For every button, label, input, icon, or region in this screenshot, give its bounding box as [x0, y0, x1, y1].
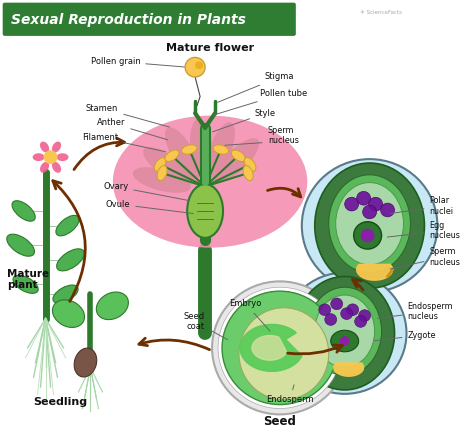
- Circle shape: [212, 281, 347, 414]
- Ellipse shape: [143, 147, 194, 185]
- Ellipse shape: [315, 295, 374, 367]
- Ellipse shape: [96, 292, 128, 320]
- Ellipse shape: [74, 348, 97, 377]
- Circle shape: [359, 310, 371, 321]
- Ellipse shape: [329, 175, 410, 273]
- Text: Ovary: Ovary: [103, 182, 190, 201]
- Text: Seed: Seed: [264, 415, 296, 428]
- Circle shape: [185, 57, 205, 77]
- Ellipse shape: [53, 285, 78, 303]
- Ellipse shape: [190, 118, 212, 177]
- Text: Pollen grain: Pollen grain: [91, 57, 184, 67]
- Circle shape: [44, 150, 57, 164]
- Ellipse shape: [7, 234, 35, 256]
- Circle shape: [331, 298, 343, 310]
- Ellipse shape: [53, 300, 84, 327]
- Text: Seedling: Seedling: [34, 397, 88, 407]
- Circle shape: [363, 205, 376, 219]
- Text: Pollen tube: Pollen tube: [213, 89, 307, 115]
- Ellipse shape: [213, 145, 228, 154]
- Circle shape: [369, 197, 383, 211]
- Ellipse shape: [157, 166, 167, 181]
- Text: Style: Style: [213, 109, 276, 132]
- Text: Anther: Anther: [97, 119, 167, 140]
- Polygon shape: [240, 324, 302, 372]
- Text: Embryo: Embryo: [229, 299, 270, 331]
- Ellipse shape: [244, 158, 256, 171]
- Text: Mature
plant: Mature plant: [7, 269, 49, 290]
- Ellipse shape: [295, 276, 394, 390]
- Text: Filament: Filament: [82, 133, 165, 152]
- Text: Sperm
nucleus: Sperm nucleus: [268, 126, 299, 146]
- Ellipse shape: [154, 158, 166, 171]
- Ellipse shape: [56, 215, 79, 236]
- Ellipse shape: [231, 150, 246, 161]
- Polygon shape: [356, 265, 392, 280]
- Text: Stamen: Stamen: [86, 104, 170, 127]
- Text: Mature flower: Mature flower: [166, 43, 254, 53]
- Ellipse shape: [113, 116, 307, 248]
- Ellipse shape: [133, 167, 191, 193]
- Circle shape: [381, 203, 394, 217]
- Ellipse shape: [239, 308, 329, 400]
- Ellipse shape: [52, 162, 61, 173]
- Polygon shape: [334, 363, 364, 376]
- Circle shape: [354, 222, 382, 249]
- Circle shape: [340, 336, 350, 346]
- Text: Endosperm: Endosperm: [266, 385, 314, 404]
- Circle shape: [325, 314, 337, 325]
- Ellipse shape: [13, 275, 38, 293]
- Text: Egg
nucleus: Egg nucleus: [387, 221, 460, 240]
- Ellipse shape: [214, 138, 259, 182]
- Ellipse shape: [12, 201, 35, 221]
- Text: Stigma: Stigma: [218, 72, 294, 102]
- Ellipse shape: [40, 142, 49, 152]
- Circle shape: [355, 315, 366, 327]
- Circle shape: [361, 229, 374, 242]
- Circle shape: [356, 191, 371, 205]
- Ellipse shape: [187, 184, 223, 238]
- Ellipse shape: [243, 166, 253, 181]
- Text: Sperm
nucleus: Sperm nucleus: [390, 247, 460, 269]
- Circle shape: [195, 61, 203, 69]
- Polygon shape: [252, 336, 287, 360]
- Circle shape: [319, 304, 331, 315]
- Ellipse shape: [336, 183, 403, 265]
- Text: Seed
coat: Seed coat: [184, 312, 228, 340]
- Ellipse shape: [33, 153, 45, 161]
- Ellipse shape: [182, 145, 197, 154]
- Ellipse shape: [165, 150, 179, 161]
- Ellipse shape: [52, 142, 61, 152]
- Circle shape: [218, 287, 342, 408]
- Ellipse shape: [40, 162, 49, 173]
- Ellipse shape: [165, 127, 201, 179]
- Ellipse shape: [315, 163, 424, 288]
- FancyBboxPatch shape: [3, 3, 296, 36]
- Circle shape: [346, 304, 359, 315]
- Circle shape: [283, 273, 407, 394]
- Circle shape: [341, 308, 353, 320]
- Text: ☀ ScienceFacts: ☀ ScienceFacts: [360, 10, 401, 15]
- Text: Ovule: Ovule: [106, 199, 193, 214]
- Circle shape: [222, 291, 337, 404]
- Ellipse shape: [56, 153, 69, 161]
- Text: Zygote: Zygote: [374, 331, 436, 341]
- Text: Sexual Reproduction in Plants: Sexual Reproduction in Plants: [11, 13, 246, 27]
- Circle shape: [302, 159, 438, 292]
- Ellipse shape: [206, 122, 235, 178]
- Ellipse shape: [331, 330, 359, 352]
- Circle shape: [345, 197, 359, 211]
- Text: Polar
nuclei: Polar nuclei: [390, 196, 454, 216]
- Ellipse shape: [57, 249, 84, 271]
- Text: Endosperm
nucleus: Endosperm nucleus: [377, 302, 453, 321]
- Ellipse shape: [308, 287, 382, 375]
